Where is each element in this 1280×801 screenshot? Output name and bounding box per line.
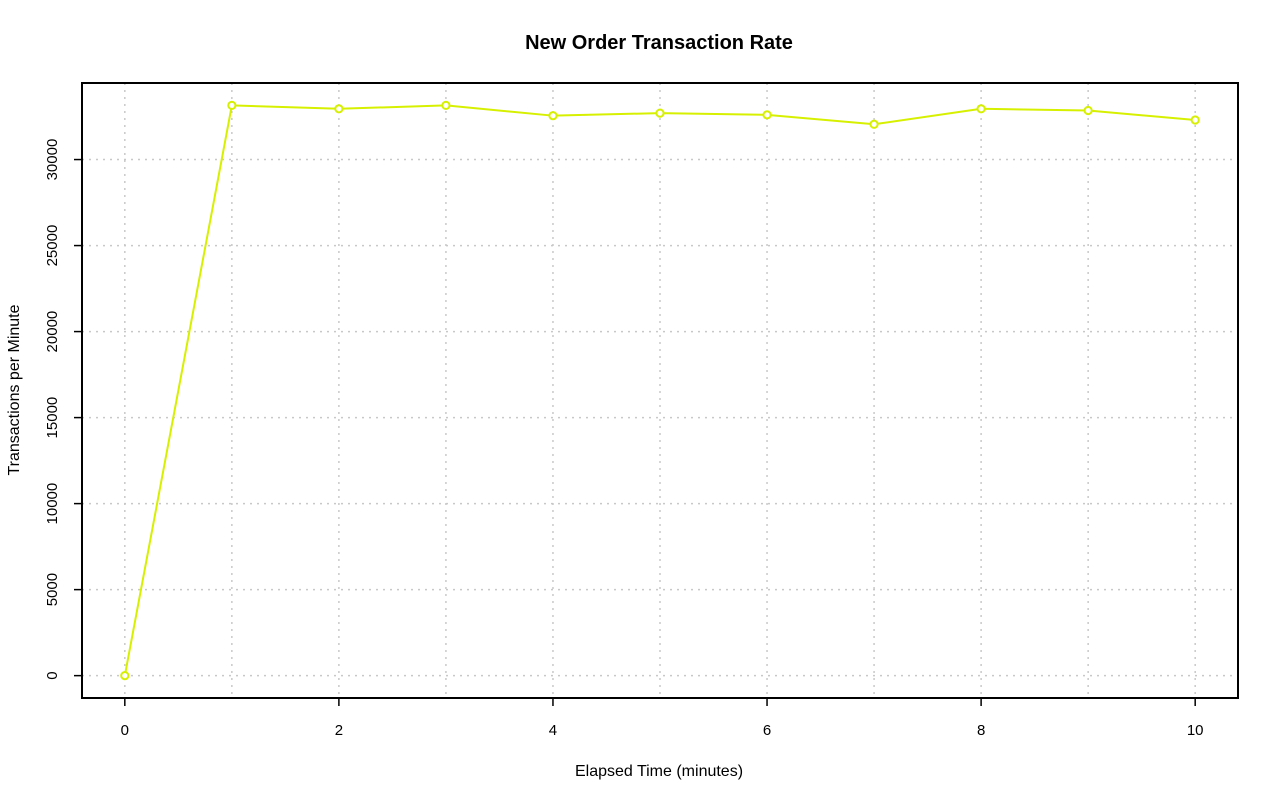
y-tick-label: 5000 <box>44 573 61 606</box>
y-tick-label: 10000 <box>44 483 61 525</box>
y-tick-label: 25000 <box>44 225 61 267</box>
data-point <box>548 111 558 121</box>
data-point <box>976 104 986 114</box>
x-axis: 0 2 4 6 8 10 <box>121 698 1204 739</box>
chart-title: New Order Transaction Rate <box>525 32 793 54</box>
data-point <box>869 119 879 129</box>
y-axis-label: Transactions per Minute <box>6 304 23 475</box>
y-tick-label: 0 <box>44 671 61 679</box>
series-layer <box>120 100 1200 681</box>
data-point <box>120 671 130 681</box>
y-tick-label: 15000 <box>44 397 61 439</box>
plot-frame <box>81 82 1239 699</box>
x-tick-label: 4 <box>549 722 557 739</box>
x-tick-label: 0 <box>121 722 129 739</box>
data-point <box>1083 105 1093 116</box>
data-point <box>762 110 772 120</box>
y-axis: 0 5000 10000 15000 20000 25000 30000 <box>44 139 82 680</box>
y-tick-label: 20000 <box>44 311 61 353</box>
y-tick-label: 30000 <box>44 139 61 181</box>
x-tick-label: 2 <box>335 722 343 739</box>
data-point <box>334 104 344 114</box>
data-point <box>1190 115 1200 125</box>
x-tick-label: 10 <box>1187 722 1204 739</box>
data-point <box>227 100 237 110</box>
x-tick-label: 6 <box>763 722 771 739</box>
data-point <box>441 100 451 110</box>
x-tick-label: 8 <box>977 722 985 739</box>
grid <box>82 83 1238 698</box>
data-point <box>655 108 665 118</box>
x-axis-label: Elapsed Time (minutes) <box>575 763 743 780</box>
